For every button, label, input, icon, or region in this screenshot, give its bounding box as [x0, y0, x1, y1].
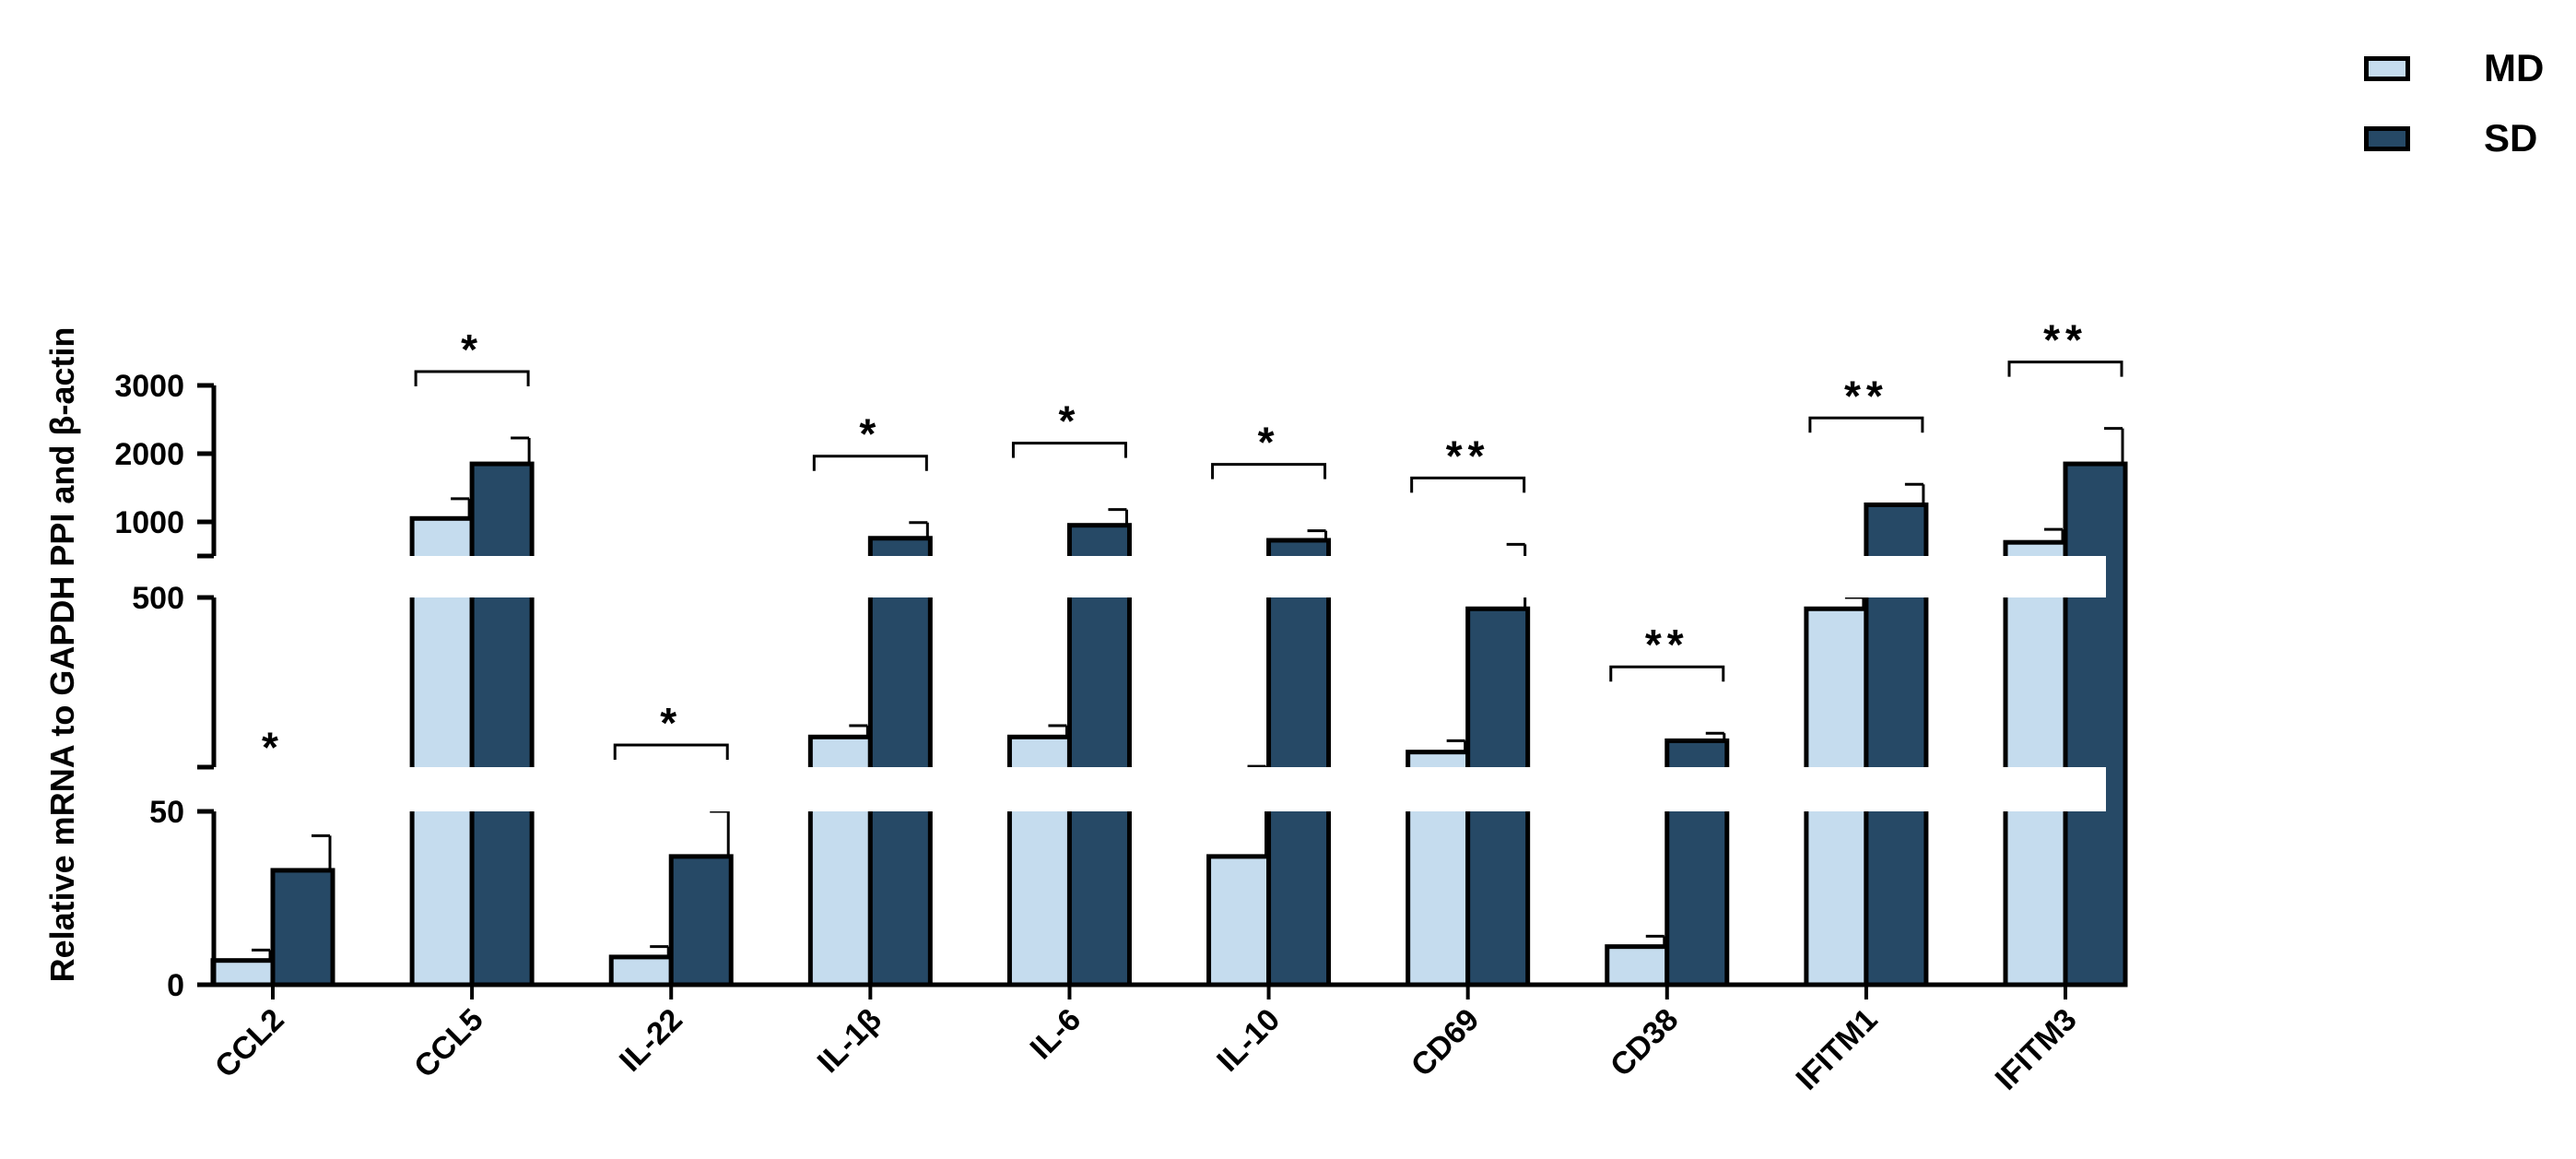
y-tick-label: 0: [167, 968, 184, 1003]
legend-swatch-md: [2364, 55, 2410, 81]
axis-break-gap: [195, 556, 2106, 597]
y-tick-label: 50: [149, 795, 184, 830]
bar-md-il22: [608, 954, 674, 988]
significance-bracket: [1011, 442, 1127, 458]
significance-label: *: [1058, 397, 1080, 445]
y-tick-label: 1000: [114, 505, 184, 540]
significance-bracket: [812, 455, 928, 471]
significance-label: *: [660, 699, 682, 747]
legend-item-sd: SD: [2364, 103, 2539, 173]
x-tick-label: CCL2: [208, 1002, 291, 1085]
y-axis-label: Relative mRNA to GAPDH PPI and β-actin: [43, 326, 81, 983]
y-tick-label: 500: [132, 581, 184, 616]
bar-sd-ccl5: [469, 461, 535, 988]
significance-bracket: [414, 370, 530, 386]
x-tick-label: IL-6: [1023, 1002, 1088, 1067]
legend: MD SD: [2364, 33, 2545, 173]
significance-bracket: [1609, 665, 1725, 682]
bar-sd-ifitm3: [2063, 461, 2128, 988]
bar-md-cd38: [1605, 944, 1670, 988]
y-tick-label: 2000: [114, 437, 184, 472]
y-tick-label: 3000: [114, 369, 184, 404]
bar-md-il10: [1206, 854, 1272, 988]
significance-label: **: [1446, 432, 1490, 479]
bar-md-ifitm3: [2003, 539, 2068, 988]
legend-item-md: MD: [2364, 33, 2545, 103]
significance-bracket: [1211, 463, 1327, 479]
bar-sd-il10: [1266, 538, 1332, 988]
bar-sd-il6: [1066, 523, 1132, 988]
significance-bracket: [1808, 416, 1924, 433]
significance-label: **: [1844, 372, 1888, 420]
bar-sd-il22: [668, 854, 734, 988]
x-tick-label: CCL5: [407, 1002, 490, 1085]
significance-label: *: [859, 410, 881, 458]
x-tick-label: CD38: [1604, 1002, 1685, 1083]
x-tick-label: IFITM1: [1790, 1002, 1885, 1097]
significance-label: **: [1645, 621, 1689, 668]
axis-break-gap: [195, 767, 2106, 811]
x-tick-label: IL-1β: [811, 1002, 888, 1080]
significance-bracket: [613, 743, 729, 760]
x-tick-label: IFITM3: [1989, 1002, 2084, 1097]
bar-sd-il1: [867, 536, 933, 988]
significance-label: **: [2043, 316, 2088, 364]
significance-label: *: [262, 723, 284, 771]
significance-bracket: [2007, 361, 2123, 377]
significance-label: *: [1258, 419, 1280, 467]
legend-label-sd: SD: [2484, 116, 2538, 160]
bar-md-ccl2: [210, 958, 276, 988]
bar-sd-ccl2: [270, 868, 335, 988]
legend-swatch-sd: [2364, 125, 2410, 151]
x-tick-label: IL-10: [1210, 1002, 1287, 1079]
significance-bracket: [1410, 476, 1526, 493]
significance-label: *: [461, 325, 483, 373]
x-tick-label: CD69: [1405, 1002, 1486, 1083]
x-tick-label: IL-22: [613, 1002, 689, 1079]
legend-label-md: MD: [2484, 46, 2545, 89]
